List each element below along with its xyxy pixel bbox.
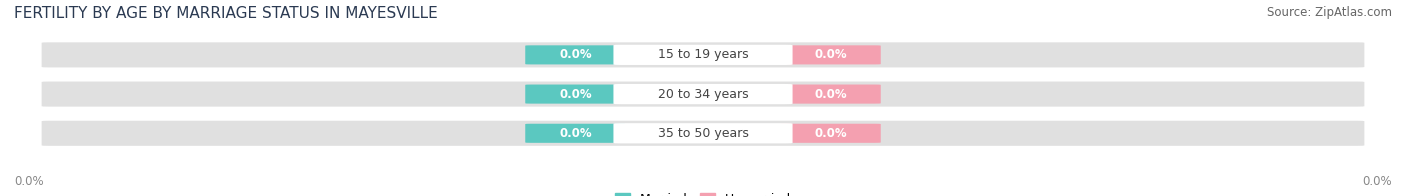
Text: 15 to 19 years: 15 to 19 years	[658, 48, 748, 61]
FancyBboxPatch shape	[780, 124, 880, 143]
Text: 0.0%: 0.0%	[814, 127, 846, 140]
Legend: Married, Unmarried: Married, Unmarried	[610, 188, 796, 196]
Text: Source: ZipAtlas.com: Source: ZipAtlas.com	[1267, 6, 1392, 19]
FancyBboxPatch shape	[526, 124, 626, 143]
FancyBboxPatch shape	[780, 45, 880, 64]
Text: 0.0%: 0.0%	[14, 175, 44, 188]
Text: 35 to 50 years: 35 to 50 years	[658, 127, 748, 140]
Text: FERTILITY BY AGE BY MARRIAGE STATUS IN MAYESVILLE: FERTILITY BY AGE BY MARRIAGE STATUS IN M…	[14, 6, 437, 21]
FancyBboxPatch shape	[42, 42, 1364, 67]
Text: 0.0%: 0.0%	[814, 48, 846, 61]
FancyBboxPatch shape	[42, 82, 1364, 107]
Text: 0.0%: 0.0%	[560, 127, 592, 140]
FancyBboxPatch shape	[613, 45, 793, 65]
FancyBboxPatch shape	[526, 45, 626, 64]
Text: 0.0%: 0.0%	[560, 48, 592, 61]
Text: 20 to 34 years: 20 to 34 years	[658, 88, 748, 101]
Text: 0.0%: 0.0%	[560, 88, 592, 101]
Text: 0.0%: 0.0%	[1362, 175, 1392, 188]
FancyBboxPatch shape	[613, 123, 793, 143]
FancyBboxPatch shape	[526, 84, 626, 104]
FancyBboxPatch shape	[42, 121, 1364, 146]
FancyBboxPatch shape	[780, 84, 880, 104]
FancyBboxPatch shape	[613, 84, 793, 104]
Text: 0.0%: 0.0%	[814, 88, 846, 101]
